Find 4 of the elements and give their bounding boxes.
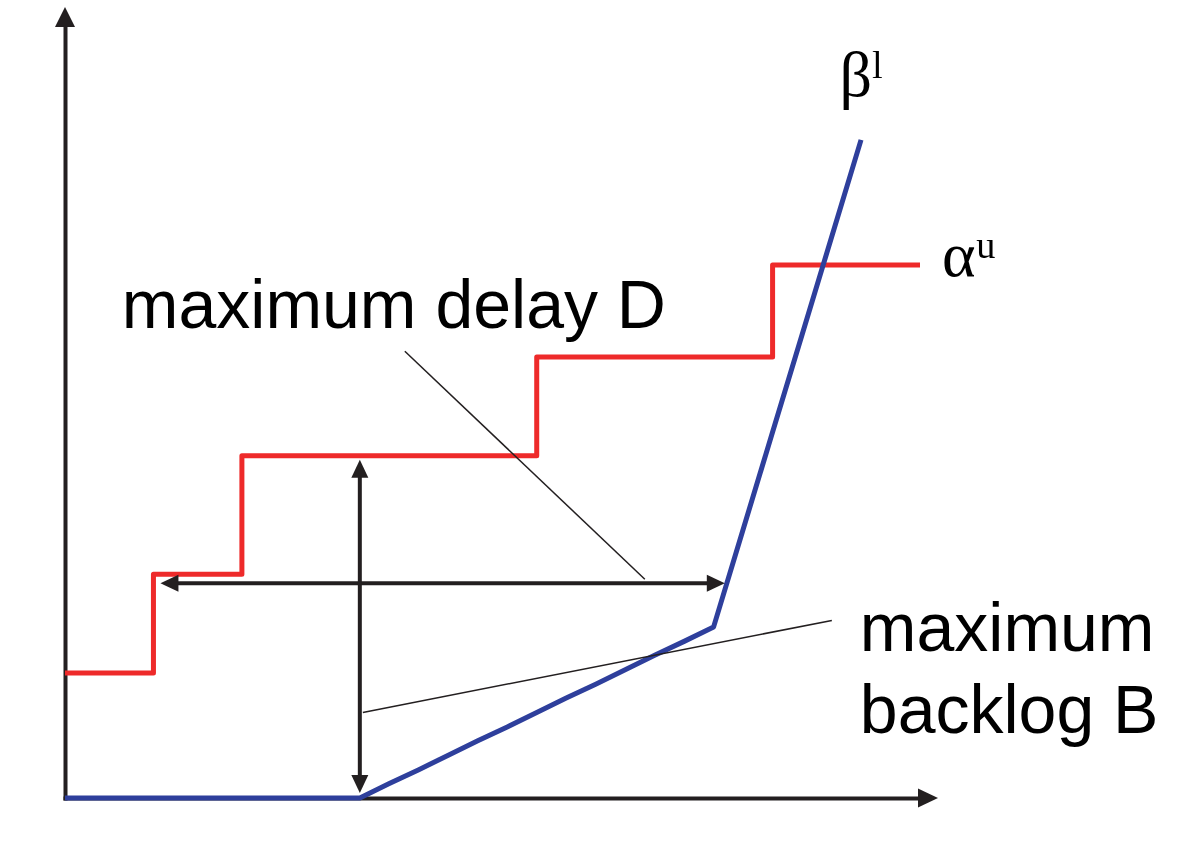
series-label: αᵘ [942, 218, 997, 290]
series-label: βˡ [839, 38, 883, 110]
annotation: maximum delay D [121, 266, 666, 343]
annotation: maximum backlog B [859, 589, 1159, 748]
